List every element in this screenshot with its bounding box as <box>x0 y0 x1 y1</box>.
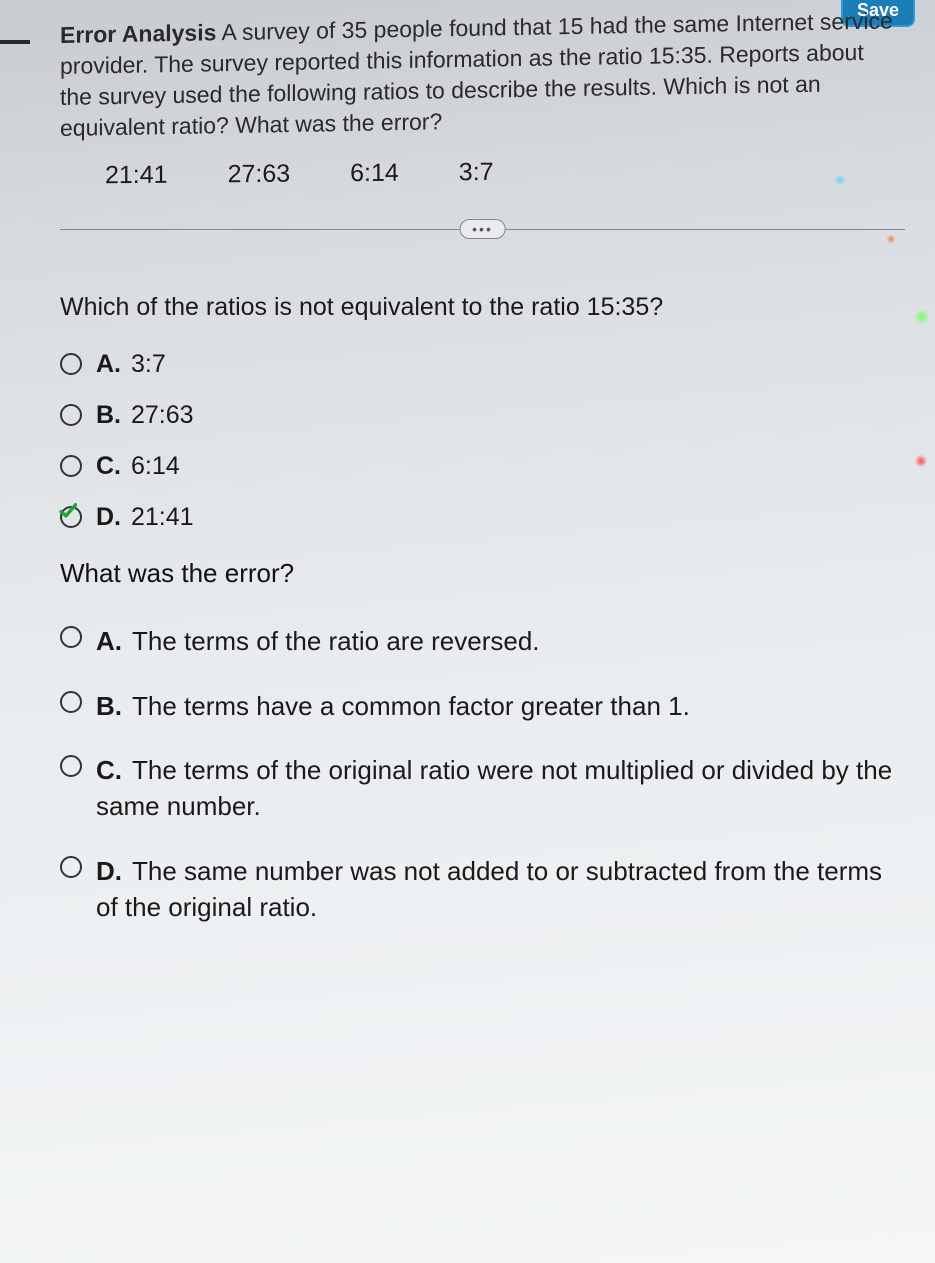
page-content: Error Analysis A survey of 35 people fou… <box>0 0 935 974</box>
radio-icon[interactable] <box>60 455 82 477</box>
radio-icon[interactable] <box>60 506 82 528</box>
q1-options: A. 3:7 B. 27:63 C. 6:14 D. 21:41 <box>60 350 905 532</box>
photo-artifact <box>887 235 895 243</box>
q1-option-a[interactable]: A. 3:7 <box>60 350 905 379</box>
radio-icon[interactable] <box>60 755 82 777</box>
problem-title: Error Analysis <box>60 19 216 48</box>
photo-artifact <box>915 455 927 467</box>
option-text: The terms have a common factor greater t… <box>132 691 690 721</box>
checkmark-icon <box>59 498 77 524</box>
option-text: 21:41 <box>131 503 194 531</box>
option-letter: D. <box>96 856 122 886</box>
radio-icon[interactable] <box>60 626 82 648</box>
photo-artifact <box>835 175 845 185</box>
option-letter: B. <box>96 401 121 429</box>
problem-statement: Error Analysis A survey of 35 people fou… <box>60 5 905 144</box>
question-1: Which of the ratios is not equivalent to… <box>60 293 905 322</box>
question-2: What was the error? <box>60 558 905 589</box>
q1-option-d[interactable]: D. 21:41 <box>60 503 905 532</box>
q2-option-a[interactable]: A. The terms of the ratio are reversed. <box>60 623 905 659</box>
radio-icon[interactable] <box>60 856 82 878</box>
option-text: 27:63 <box>131 401 194 429</box>
photo-artifact <box>915 310 929 324</box>
option-letter: C. <box>96 452 121 480</box>
option-text: 3:7 <box>131 350 166 378</box>
option-letter: A. <box>96 350 121 378</box>
option-letter: B. <box>96 691 122 721</box>
q2-option-c[interactable]: C.The terms of the original ratio were n… <box>60 752 905 825</box>
option-letter: D. <box>96 503 121 531</box>
q2-option-d[interactable]: D.The same number was not added to or su… <box>60 853 905 926</box>
section-divider: ••• <box>60 229 905 253</box>
ratio-item: 6:14 <box>350 159 399 188</box>
q1-option-b[interactable]: B. 27:63 <box>60 401 905 430</box>
given-ratios: 21:41 27:63 6:14 3:7 <box>60 155 905 191</box>
ratio-item: 21:41 <box>105 161 168 191</box>
ratio-item: 27:63 <box>228 160 291 190</box>
radio-icon[interactable] <box>60 691 82 713</box>
option-text: The same number was not added to or subt… <box>96 856 882 922</box>
q1-option-c[interactable]: C. 6:14 <box>60 452 905 481</box>
ratio-item: 3:7 <box>459 158 494 187</box>
radio-icon[interactable] <box>60 353 82 375</box>
option-letter: C. <box>96 755 122 785</box>
q2-options: A. The terms of the ratio are reversed. B… <box>60 623 905 925</box>
option-text: The terms of the ratio are reversed. <box>132 626 540 656</box>
margin-dash <box>0 40 30 44</box>
option-text: The terms of the original ratio were not… <box>96 755 892 821</box>
ellipsis-button[interactable]: ••• <box>459 219 506 239</box>
option-text: 6:14 <box>131 452 180 480</box>
option-letter: A. <box>96 626 122 656</box>
radio-icon[interactable] <box>60 404 82 426</box>
q2-option-b[interactable]: B. The terms have a common factor greater… <box>60 688 905 724</box>
